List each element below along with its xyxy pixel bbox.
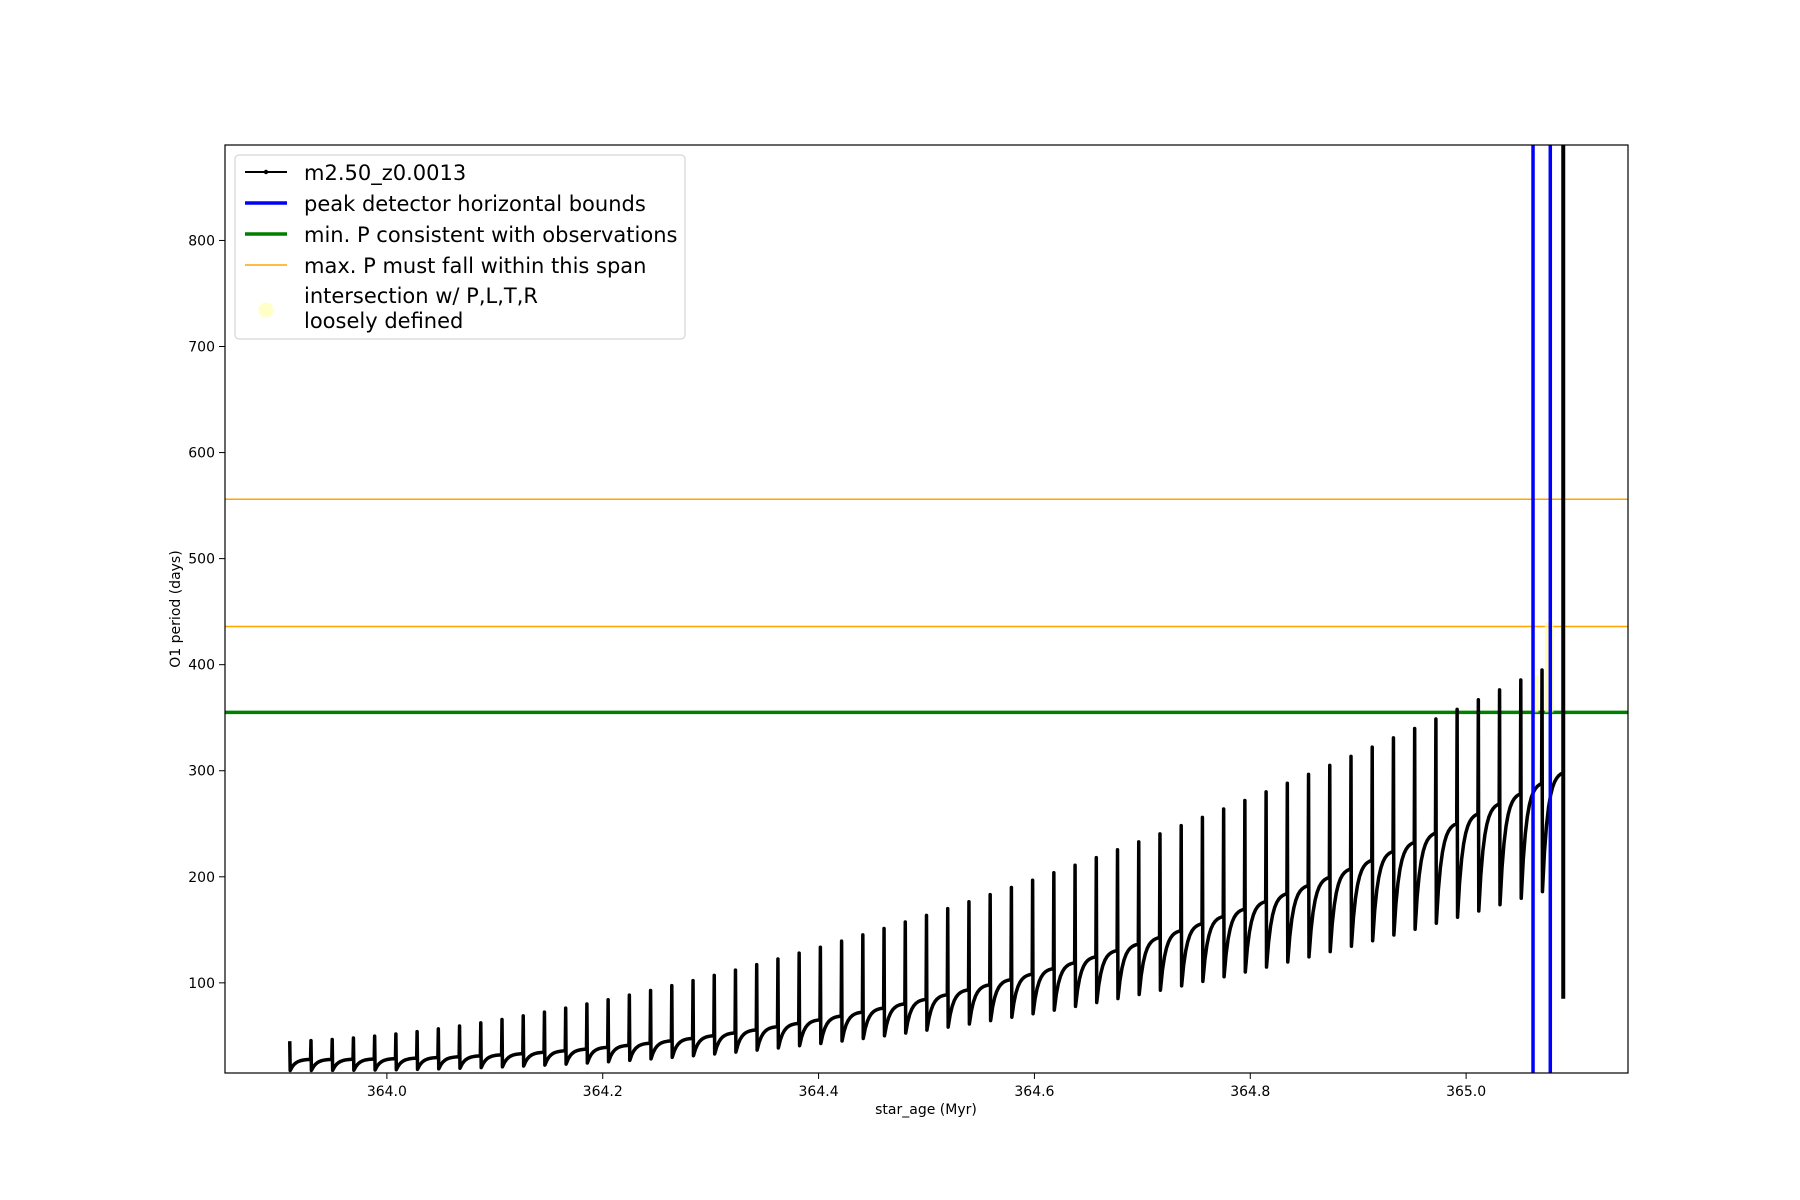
y-axis-ticks: 100 200 300 400 500 600 700 800 bbox=[188, 233, 225, 992]
x-axis-label: star_age (Myr) bbox=[875, 1102, 977, 1118]
y-tick-label: 300 bbox=[188, 764, 215, 780]
y-tick-label: 400 bbox=[188, 658, 215, 674]
y-axis-label: O1 period (days) bbox=[168, 550, 184, 667]
legend-intersection-dot bbox=[258, 302, 274, 318]
y-tick-label: 700 bbox=[188, 340, 215, 356]
legend: m2.50_z0.0013 peak detector horizontal b… bbox=[234, 154, 686, 340]
legend-label-max-period: max. P must fall within this span bbox=[304, 254, 646, 278]
x-tick-label: 364.2 bbox=[583, 1084, 623, 1100]
period-curve bbox=[288, 668, 1564, 1073]
y-tick-label: 100 bbox=[188, 976, 215, 992]
legend-label-intersection-line2: loosely defined bbox=[304, 309, 463, 333]
legend-entry-series: m2.50_z0.0013 bbox=[245, 161, 466, 186]
legend-box bbox=[234, 154, 686, 340]
y-tick-label: 500 bbox=[188, 552, 215, 568]
legend-entry-intersection: intersection w/ P,L,T,R loosely defined bbox=[258, 284, 538, 333]
legend-label-intersection-line1: intersection w/ P,L,T,R bbox=[304, 284, 538, 308]
intersection-region bbox=[1531, 675, 1539, 713]
y-tick-label: 800 bbox=[188, 233, 215, 249]
legend-entry-min-period: min. P consistent with observations bbox=[245, 223, 677, 247]
legend-series-marker bbox=[263, 169, 269, 175]
axes-frame bbox=[224, 144, 1629, 1074]
x-tick-label: 364.8 bbox=[1230, 1084, 1270, 1100]
legend-label-series: m2.50_z0.0013 bbox=[304, 161, 466, 186]
legend-entry-peak-bounds: peak detector horizontal bounds bbox=[245, 192, 646, 216]
legend-label-peak-bounds: peak detector horizontal bounds bbox=[304, 192, 646, 216]
legend-entry-max-period: max. P must fall within this span bbox=[245, 254, 646, 278]
series-line bbox=[288, 668, 1564, 1073]
x-tick-label: 364.4 bbox=[799, 1084, 839, 1100]
horizontal-reference-lines bbox=[225, 498, 1628, 715]
legend-label-min-period: min. P consistent with observations bbox=[304, 223, 677, 247]
x-axis-ticks: 364.0 364.2 364.4 364.6 364.8 365.0 bbox=[367, 1073, 1486, 1100]
x-tick-label: 365.0 bbox=[1446, 1084, 1486, 1100]
vertical-reference-lines bbox=[1531, 145, 1553, 1073]
y-tick-label: 200 bbox=[188, 870, 215, 886]
x-tick-label: 364.6 bbox=[1014, 1084, 1054, 1100]
y-tick-label: 600 bbox=[188, 446, 215, 462]
x-tick-label: 364.0 bbox=[367, 1084, 407, 1100]
